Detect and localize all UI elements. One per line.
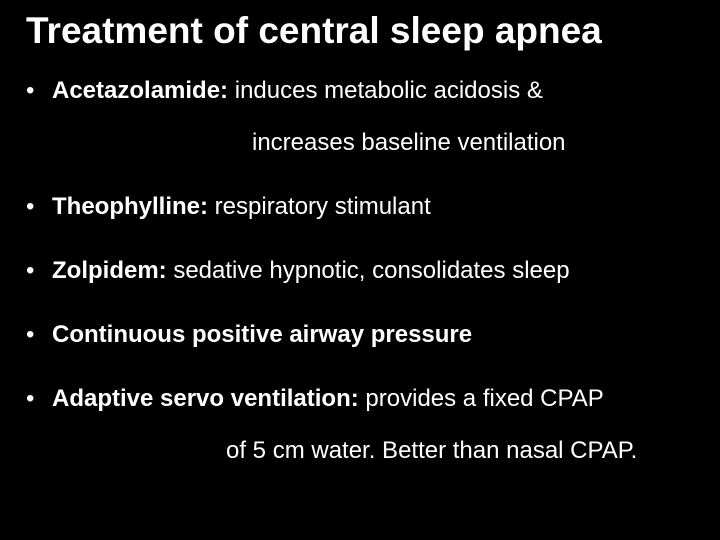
bullet-desc: respiratory stimulant <box>208 193 431 220</box>
bullet-desc: sedative hypnotic, consolidates sleep <box>167 257 570 284</box>
bullet-item: Theophylline: respiratory stimulant <box>20 192 700 222</box>
bullet-item: Acetazolamide: induces metabolic acidosi… <box>20 76 700 158</box>
bullet-term: Continuous positive airway pressure <box>52 321 472 348</box>
bullet-desc: induces metabolic acidosis & <box>228 77 543 104</box>
bullet-term: Zolpidem: <box>52 257 167 284</box>
bullet-desc: provides a fixed CPAP <box>359 385 604 412</box>
bullet-item: Adaptive servo ventilation: provides a f… <box>20 384 700 466</box>
bullet-list: Acetazolamide: induces metabolic acidosi… <box>20 76 700 466</box>
bullet-term: Theophylline: <box>52 193 208 220</box>
bullet-item: Continuous positive airway pressure <box>20 320 700 350</box>
slide: Treatment of central sleep apnea Acetazo… <box>0 0 720 540</box>
bullet-item: Zolpidem: sedative hypnotic, consolidate… <box>20 256 700 286</box>
bullet-continuation: of 5 cm water. Better than nasal CPAP. <box>52 436 700 466</box>
slide-title: Treatment of central sleep apnea <box>26 10 700 52</box>
bullet-continuation: increases baseline ventilation <box>52 128 700 158</box>
bullet-term: Adaptive servo ventilation: <box>52 385 359 412</box>
bullet-term: Acetazolamide: <box>52 77 228 104</box>
